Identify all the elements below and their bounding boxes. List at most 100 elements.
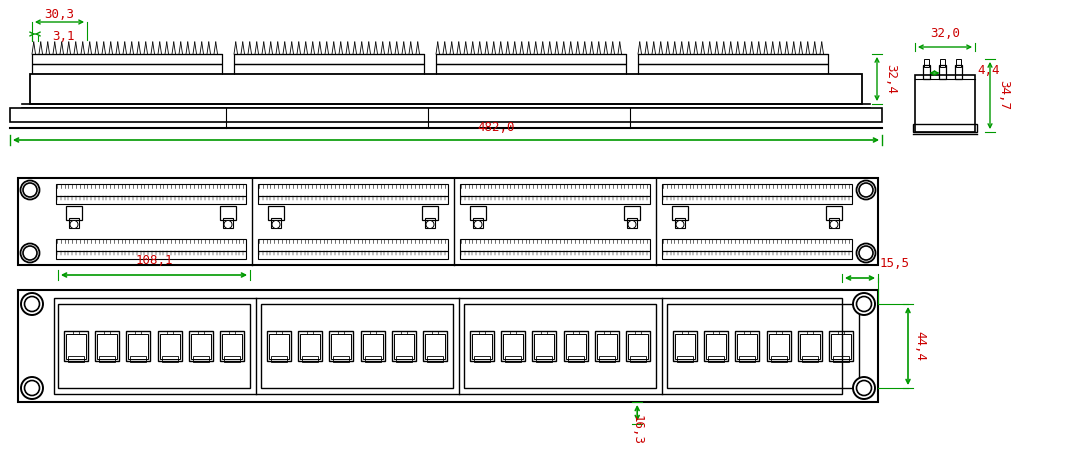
Circle shape xyxy=(224,220,232,229)
Text: 108,1: 108,1 xyxy=(135,254,172,267)
Bar xyxy=(737,334,758,359)
Bar xyxy=(435,54,626,64)
Bar xyxy=(470,331,494,361)
Bar xyxy=(18,290,878,402)
Circle shape xyxy=(474,220,482,229)
Bar xyxy=(472,334,492,359)
Bar xyxy=(126,331,151,361)
Bar xyxy=(361,331,384,361)
Bar xyxy=(64,331,88,361)
Bar xyxy=(564,331,587,361)
Circle shape xyxy=(22,246,37,260)
Text: 3,1: 3,1 xyxy=(52,29,75,43)
Bar xyxy=(505,356,521,362)
Bar xyxy=(425,218,435,228)
Text: 44,4: 44,4 xyxy=(913,331,926,361)
Bar xyxy=(768,334,789,359)
Text: @taepo.com: @taepo.com xyxy=(368,208,491,228)
Bar xyxy=(677,356,693,362)
Bar xyxy=(330,331,353,361)
Bar xyxy=(299,331,322,361)
Bar xyxy=(536,356,552,362)
Bar xyxy=(460,251,649,259)
Text: 32,4: 32,4 xyxy=(885,64,898,94)
Bar xyxy=(638,54,828,64)
Bar xyxy=(567,356,583,362)
Bar xyxy=(667,304,859,388)
Bar xyxy=(924,59,929,67)
Circle shape xyxy=(853,377,875,399)
Bar xyxy=(834,356,849,362)
Bar xyxy=(435,64,626,74)
Bar xyxy=(675,218,685,228)
Bar xyxy=(460,196,649,204)
Bar xyxy=(770,356,786,362)
Bar xyxy=(224,356,240,362)
Circle shape xyxy=(22,183,37,197)
Bar xyxy=(534,334,554,359)
Bar xyxy=(423,331,447,361)
Bar xyxy=(221,334,242,359)
Bar xyxy=(66,334,86,359)
Bar xyxy=(258,251,448,259)
Circle shape xyxy=(20,244,40,262)
Bar xyxy=(193,356,209,362)
Bar xyxy=(673,331,697,361)
Bar xyxy=(258,184,448,196)
Bar xyxy=(939,65,946,79)
Bar xyxy=(271,218,281,228)
Bar xyxy=(662,251,852,259)
Bar xyxy=(56,184,246,196)
Bar xyxy=(131,356,147,362)
Bar xyxy=(56,251,246,259)
Bar xyxy=(18,178,878,265)
Bar xyxy=(829,331,853,361)
Bar xyxy=(234,64,424,74)
Bar xyxy=(627,218,637,228)
Bar xyxy=(706,334,727,359)
Circle shape xyxy=(853,293,875,315)
Bar xyxy=(956,65,962,79)
Bar xyxy=(261,304,453,388)
Bar xyxy=(766,331,791,361)
Bar xyxy=(363,334,383,359)
Bar xyxy=(162,356,178,362)
Circle shape xyxy=(856,180,875,200)
Bar xyxy=(599,356,615,362)
Circle shape xyxy=(676,220,684,229)
Text: 482,0: 482,0 xyxy=(477,121,515,134)
Bar xyxy=(595,331,618,361)
Bar xyxy=(334,356,350,362)
Bar xyxy=(58,304,250,388)
Bar xyxy=(271,356,287,362)
Bar xyxy=(258,239,448,251)
Circle shape xyxy=(859,183,873,197)
Bar xyxy=(624,206,640,219)
Bar xyxy=(638,64,828,74)
Circle shape xyxy=(21,377,43,399)
Bar xyxy=(56,239,246,251)
Text: 34,7: 34,7 xyxy=(997,81,1010,110)
Bar xyxy=(190,334,211,359)
Bar xyxy=(460,184,649,196)
Bar xyxy=(597,334,616,359)
Bar xyxy=(392,331,416,361)
Bar xyxy=(829,218,839,228)
Circle shape xyxy=(20,180,40,200)
Bar xyxy=(675,334,696,359)
Bar xyxy=(427,356,443,362)
Bar xyxy=(157,331,182,361)
Bar xyxy=(97,334,118,359)
Bar xyxy=(915,75,975,132)
Bar xyxy=(826,206,842,219)
Bar xyxy=(470,206,486,219)
Bar xyxy=(332,334,351,359)
Circle shape xyxy=(272,220,280,229)
Circle shape xyxy=(830,220,838,229)
Bar xyxy=(68,356,85,362)
Bar xyxy=(501,331,525,361)
Circle shape xyxy=(859,246,873,260)
Circle shape xyxy=(856,296,871,311)
Bar xyxy=(941,59,945,67)
Bar xyxy=(95,331,119,361)
